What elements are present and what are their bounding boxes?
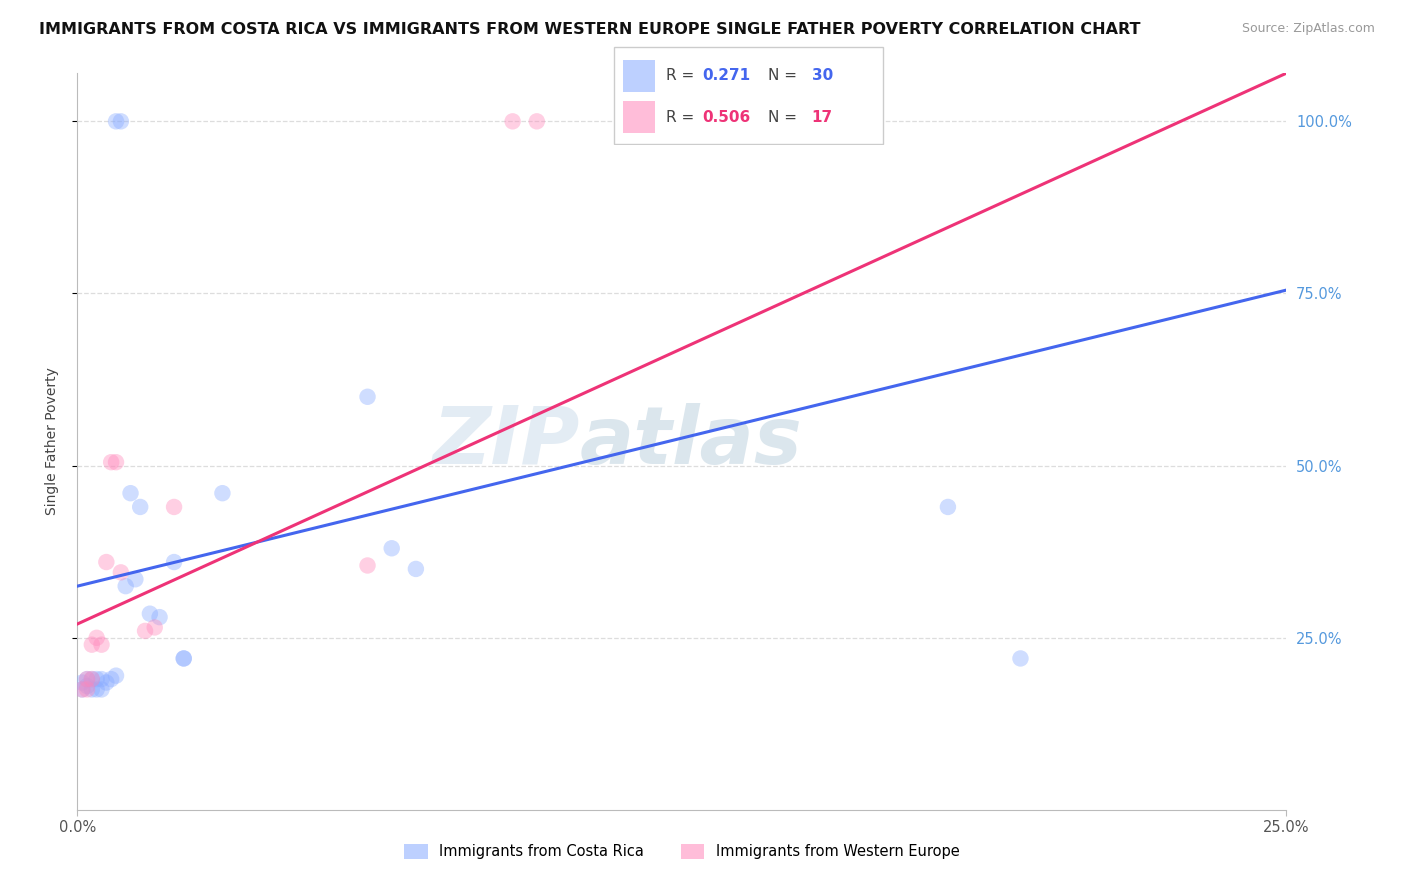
Point [129,500,152,514]
Point [70,675,93,690]
Point [110,114,132,128]
Point [110,566,132,580]
Point [134,624,156,638]
Text: IMMIGRANTS FROM COSTA RICA VS IMMIGRANTS FROM WESTERN EUROPE SINGLE FATHER POVER: IMMIGRANTS FROM COSTA RICA VS IMMIGRANTS… [39,22,1140,37]
Point [76,672,98,686]
Point [76,672,98,686]
Point [1010,651,1032,665]
Point [86,672,108,686]
Bar [623,60,655,92]
Text: Source: ZipAtlas.com: Source: ZipAtlas.com [1241,22,1375,36]
Text: N =: N = [768,69,797,83]
Point [211,486,233,500]
Point [124,572,146,586]
Point [114,579,136,593]
Point [80,672,103,686]
Point [76,682,98,697]
Text: R =: R = [666,69,695,83]
Point [105,455,128,469]
Point [148,610,170,624]
Point [381,541,404,556]
Text: 30: 30 [811,69,832,83]
Point [70,682,93,697]
Text: 0.506: 0.506 [702,110,751,125]
Point [86,631,108,645]
Point [105,668,128,682]
Point [356,558,378,573]
Point [86,682,108,697]
Point [502,114,524,128]
Point [105,114,128,128]
Point [936,500,959,514]
Point [120,486,142,500]
FancyBboxPatch shape [614,47,883,144]
Point [356,390,378,404]
Point [405,562,427,576]
Y-axis label: Single Father Poverty: Single Father Poverty [45,368,59,516]
Bar [623,102,655,133]
Text: N =: N = [768,110,797,125]
Point [143,620,166,634]
Point [90,672,112,686]
Point [70,682,93,697]
Point [90,638,112,652]
Text: atlas: atlas [579,402,801,481]
Text: 0.271: 0.271 [702,69,751,83]
Point [163,555,186,569]
Point [96,675,118,690]
Point [90,682,112,697]
Point [100,672,122,686]
Point [80,672,103,686]
Point [100,455,122,469]
Legend: Immigrants from Costa Rica, Immigrants from Western Europe: Immigrants from Costa Rica, Immigrants f… [398,838,966,865]
Point [173,651,195,665]
Text: ZIP: ZIP [432,402,579,481]
Text: 17: 17 [811,110,832,125]
Point [76,679,98,693]
Point [139,607,162,621]
Point [80,638,103,652]
Point [80,682,103,697]
Point [163,500,186,514]
Point [526,114,548,128]
Point [96,555,118,569]
Point [173,651,195,665]
Text: R =: R = [666,110,695,125]
